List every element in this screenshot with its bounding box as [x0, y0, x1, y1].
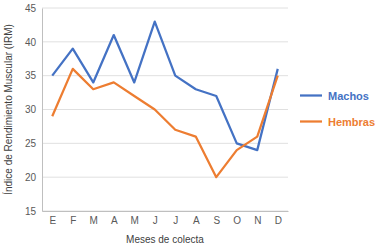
y-tick-label: 25: [25, 138, 37, 149]
chart: 15 20 25 30 35 40 45 E F M A M J J A S O N D Meses de colec…: [0, 0, 380, 249]
series-group: [52, 22, 278, 178]
x-tick: N: [254, 211, 261, 226]
grid-line: [42, 8, 288, 9]
plot-area: 15 20 25 30 35 40 45 E F M A M J J A S O N D: [25, 3, 289, 226]
x-tick: F: [70, 211, 76, 226]
legend-label: Machos: [328, 90, 369, 102]
x-tick-label: D: [275, 215, 282, 226]
grid-line: [42, 211, 288, 212]
grid-line: [42, 109, 288, 110]
x-tick-label: S: [213, 215, 220, 226]
y-tick: 30: [25, 104, 42, 115]
x-tick-label: A: [111, 215, 118, 226]
x-tick-label: J: [173, 215, 178, 226]
x-tick: O: [233, 211, 241, 226]
x-tick: S: [213, 211, 220, 226]
x-tick-label: F: [70, 215, 76, 226]
grid-line: [42, 41, 288, 42]
y-tick: 20: [25, 172, 42, 183]
y-tick-label: 15: [25, 206, 37, 217]
legend: Machos Hembras: [300, 90, 375, 128]
x-axis-title: Meses de colecta: [126, 234, 204, 245]
x-axis: EFMAMJJASOND: [43, 211, 289, 226]
y-tick-label: 35: [25, 70, 37, 81]
x-tick-label: N: [254, 215, 261, 226]
x-tick-label: O: [233, 215, 241, 226]
x-tick-label: E: [49, 215, 56, 226]
series-line: [52, 22, 278, 151]
y-tick-label: 30: [25, 104, 37, 115]
y-tick: 40: [25, 37, 42, 48]
x-tick-label: M: [131, 215, 139, 226]
legend-swatch: [300, 120, 322, 122]
x-tick: J: [153, 211, 158, 226]
series-line: [52, 69, 278, 177]
x-tick: M: [90, 211, 98, 226]
grid-line: [42, 143, 288, 144]
y-tick: 25: [25, 138, 42, 149]
legend-label: Hembras: [328, 116, 375, 128]
y-tick-label: 40: [25, 37, 37, 48]
x-tick: D: [275, 211, 282, 226]
y-tick: 15: [25, 206, 42, 217]
legend-item: Hembras: [300, 116, 375, 128]
x-tick-label: A: [193, 215, 200, 226]
grid: [42, 8, 288, 211]
y-axis-title: Índice de Rendimiento Muscular (IRM): [2, 24, 14, 195]
y-tick: 45: [25, 3, 42, 14]
x-tick-label: J: [153, 215, 158, 226]
x-tick: A: [193, 211, 200, 226]
x-axis-line: [43, 211, 289, 212]
x-tick: A: [111, 211, 118, 226]
y-tick-label: 20: [25, 172, 37, 183]
y-axis: 15 20 25 30 35 40 45: [25, 3, 43, 217]
grid-line: [42, 177, 288, 178]
y-tick: 35: [25, 70, 42, 81]
y-tick-label: 45: [25, 3, 37, 14]
legend-swatch: [300, 94, 322, 96]
x-tick: E: [49, 211, 56, 226]
x-tick-label: M: [90, 215, 98, 226]
x-tick: M: [131, 211, 139, 226]
legend-item: Machos: [300, 90, 369, 102]
y-axis-line: [42, 9, 43, 212]
x-tick: J: [173, 211, 178, 226]
